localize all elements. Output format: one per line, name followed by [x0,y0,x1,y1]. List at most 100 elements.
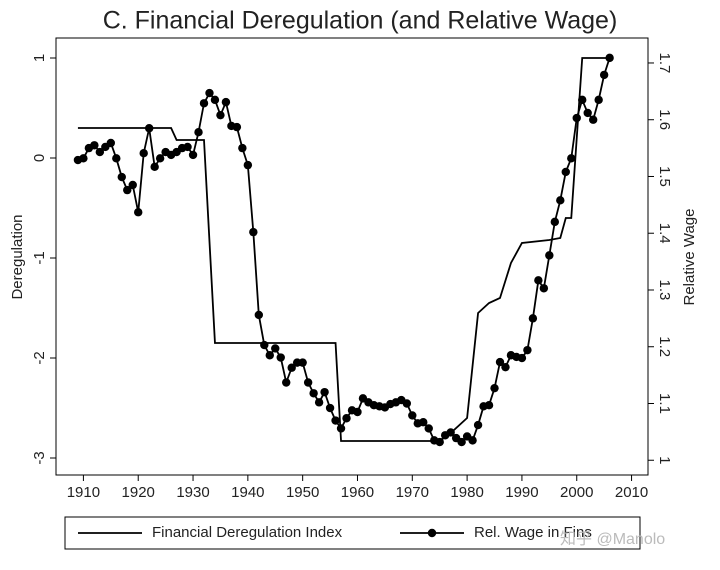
series-marker [424,424,433,433]
series-marker [484,400,494,410]
series-marker [298,358,307,367]
series-marker [221,97,231,107]
series-marker [501,362,510,372]
series-marker [561,167,570,177]
y2-tick-label: 1.3 [656,280,673,301]
series-marker [578,95,587,105]
series-marker [325,403,335,413]
series-marker [112,154,121,163]
x-tick-label: 2010 [615,484,648,501]
series-marker [128,180,137,190]
series-marker [95,147,105,157]
series-marker [567,154,576,163]
y2-tick-label: 1.5 [656,166,673,187]
legend-label: Rel. Wage in Fins [474,524,592,541]
series-marker [528,314,538,323]
series-marker [314,398,324,407]
series-line [77,57,611,444]
series-marker [106,138,116,148]
series-marker [254,310,264,320]
series-marker [139,149,148,158]
series-marker [599,70,609,80]
x-tick-label: 1910 [67,484,100,501]
series-marker [265,351,274,360]
series-marker [534,276,543,285]
series-marker [210,95,220,105]
series-marker [232,122,242,132]
y2-tick-label: 1.6 [656,109,673,130]
x-tick-label: 1950 [286,484,319,501]
y2-tick-label: 1 [656,456,673,464]
series-marker [117,172,126,182]
x-tick-label: 1940 [231,484,264,501]
series-marker [594,95,603,105]
series-marker [90,141,99,150]
series-line [77,57,610,442]
series-marker [457,437,466,447]
series-marker [271,344,280,353]
x-tick-label: 1970 [396,484,429,501]
series-marker [287,363,296,372]
y2-tick-label: 1.4 [656,223,673,244]
series-marker [183,142,192,152]
series-marker [523,345,532,355]
y2-tick-label: 1.7 [656,53,673,74]
series-marker [276,353,285,362]
series-marker [188,150,198,160]
series-marker [309,389,318,398]
series-marker [342,414,351,423]
y-tick-label: -3 [31,451,48,464]
x-tick-label: 1920 [122,484,155,501]
series-marker [249,227,258,237]
series-marker [435,437,444,447]
series-marker [216,110,225,120]
y-tick-label: 0 [31,154,48,162]
watermark: 知乎 @Manolo [560,530,665,548]
series-marker [539,284,549,293]
series-marker [353,407,362,417]
series-marker [205,88,214,98]
x-tick-label: 1980 [450,484,483,501]
x-tick-label: 1990 [505,484,538,501]
series-marker [134,208,143,217]
series-marker [331,416,340,425]
series-marker [583,108,592,118]
series-marker [495,357,505,367]
x-tick-label: 2000 [560,484,593,501]
chart-title: C. Financial Deregulation (and Relative … [103,7,618,35]
series-marker [260,340,269,350]
series-marker [517,353,527,363]
legend-marker [427,528,437,538]
series-marker [473,420,483,430]
series-marker [468,436,477,445]
series-marker [79,154,88,163]
series-marker [155,154,165,163]
y2-axis-label: Relative Wage [681,209,698,306]
y2-tick-label: 1.1 [656,393,673,414]
series-marker [123,185,132,195]
series-marker [446,428,455,437]
series-marker [150,162,159,172]
series-marker [194,128,203,137]
series-marker [144,124,154,133]
series-marker [550,217,560,227]
plot-frame [55,37,649,476]
legend-label: Financial Deregulation Index [152,524,343,541]
series-marker [303,378,313,387]
series-marker [408,411,417,420]
series-marker [588,115,598,124]
series-marker [572,113,581,123]
legend-box [64,516,641,550]
series-marker [238,143,247,153]
series-marker [320,387,329,397]
series-marker [199,99,209,108]
series-marker [556,196,565,205]
series-marker [402,399,412,408]
x-tick-label: 1960 [341,484,374,501]
series-marker [545,251,554,260]
series-marker [490,383,499,393]
series-marker [282,378,291,387]
y-tick-label: 1 [31,54,48,62]
series-marker [243,160,253,170]
